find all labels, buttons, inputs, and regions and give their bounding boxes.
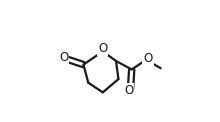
Text: O: O bbox=[143, 52, 153, 65]
Text: O: O bbox=[98, 42, 107, 55]
Text: O: O bbox=[59, 51, 68, 65]
Text: O: O bbox=[124, 84, 133, 97]
